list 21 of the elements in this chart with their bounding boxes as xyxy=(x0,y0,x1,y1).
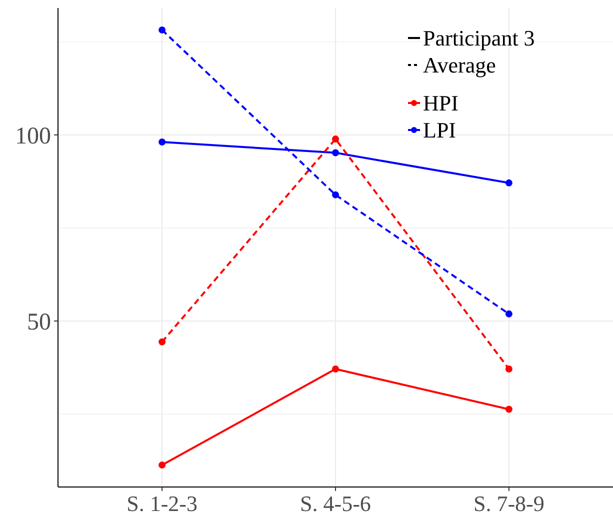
x-tick-label: S. 7-8-9 xyxy=(473,491,544,516)
annotation: Average xyxy=(423,52,496,78)
annotation: Participant 3 xyxy=(423,26,535,51)
y-tick-label: 50 xyxy=(27,309,51,336)
x-tick-label: S. 4-5-6 xyxy=(300,491,371,516)
point xyxy=(332,366,339,373)
point xyxy=(505,406,512,413)
y-tick-label: 100 xyxy=(15,123,51,150)
point xyxy=(332,191,339,198)
point xyxy=(332,136,339,143)
point xyxy=(505,310,512,318)
point xyxy=(158,462,166,469)
point xyxy=(158,138,166,146)
point xyxy=(332,149,339,156)
point xyxy=(505,179,512,186)
legend-label: HPI xyxy=(423,90,458,116)
point xyxy=(158,26,166,34)
point xyxy=(158,338,166,346)
point xyxy=(505,366,512,373)
legend-label: LPI xyxy=(423,118,456,143)
x-tick-label: S. 1-2-3 xyxy=(126,491,198,516)
